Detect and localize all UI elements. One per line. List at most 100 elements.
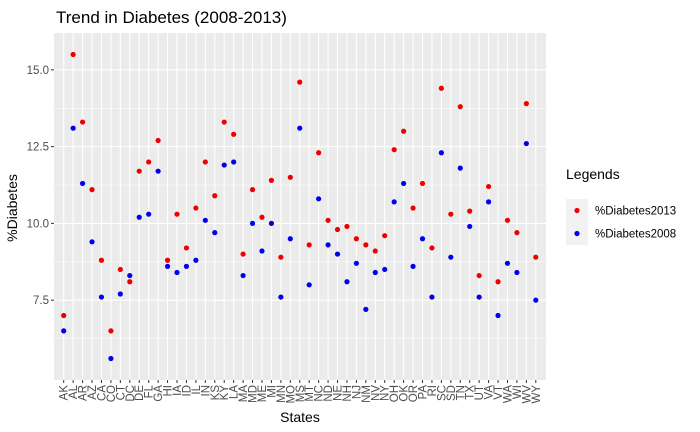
point-diabetes2008 bbox=[495, 312, 501, 319]
x-tick-label: IL bbox=[191, 384, 203, 394]
point-diabetes2013 bbox=[259, 214, 265, 220]
x-tick-label: KY bbox=[219, 385, 231, 401]
x-tick-label: VT bbox=[493, 385, 505, 400]
point-diabetes2013 bbox=[127, 279, 133, 285]
point-diabetes2008 bbox=[363, 306, 369, 312]
x-tick-label: DE bbox=[134, 385, 146, 401]
x-tick-label: CA bbox=[96, 385, 108, 401]
x-tick-label: WY bbox=[531, 385, 543, 404]
point-diabetes2008 bbox=[174, 269, 180, 276]
x-tick-label: HI bbox=[163, 385, 175, 397]
x-tick-label: CO bbox=[106, 385, 118, 402]
point-diabetes2013 bbox=[240, 251, 246, 257]
x-tick-label: GA bbox=[153, 385, 165, 402]
point-diabetes2008 bbox=[533, 297, 539, 303]
x-tick-label: VA bbox=[484, 385, 496, 400]
x-tick-label: WI bbox=[512, 385, 524, 399]
point-diabetes2008 bbox=[353, 260, 360, 266]
x-tick-label: KS bbox=[210, 385, 222, 401]
point-diabetes2013 bbox=[334, 226, 341, 233]
point-diabetes2008 bbox=[401, 180, 407, 187]
x-axis: AKALARAZCACOCTDCDEFLGAHIIAIDILINKSKYLAMA… bbox=[59, 380, 543, 404]
point-diabetes2008 bbox=[146, 211, 152, 217]
point-diabetes2008 bbox=[467, 223, 473, 230]
x-tick-label: AL bbox=[68, 384, 80, 399]
point-diabetes2008 bbox=[108, 355, 114, 362]
point-diabetes2013 bbox=[146, 159, 152, 165]
chart-title: Trend in Diabetes (2008-2013) bbox=[56, 8, 287, 27]
point-diabetes2008 bbox=[306, 282, 312, 288]
x-axis-title: States bbox=[280, 409, 320, 425]
point-diabetes2013 bbox=[533, 254, 539, 260]
x-tick-label: TN bbox=[455, 385, 467, 400]
y-tick-label: 15.0 bbox=[27, 65, 49, 77]
point-diabetes2013 bbox=[136, 168, 142, 174]
x-tick-label: NV bbox=[370, 385, 382, 401]
x-tick-label: NH bbox=[342, 385, 354, 402]
point-diabetes2013 bbox=[249, 187, 256, 193]
point-diabetes2008 bbox=[504, 260, 511, 266]
point-diabetes2008 bbox=[316, 196, 322, 202]
point-diabetes2008 bbox=[79, 180, 86, 187]
point-diabetes2008 bbox=[372, 269, 378, 276]
y-tick-label: 10.0 bbox=[27, 218, 49, 230]
x-tick-label: ID bbox=[181, 385, 193, 397]
point-diabetes2013 bbox=[325, 217, 331, 223]
x-tick-label: OK bbox=[399, 385, 411, 402]
x-tick-label: DC bbox=[125, 385, 137, 402]
point-diabetes2008 bbox=[231, 159, 237, 165]
x-tick-label: MO bbox=[285, 385, 297, 404]
point-diabetes2013 bbox=[467, 208, 473, 214]
point-diabetes2013 bbox=[231, 131, 237, 137]
point-diabetes2008 bbox=[259, 248, 265, 254]
grid-lines bbox=[54, 33, 546, 380]
x-tick-label: IA bbox=[172, 385, 184, 396]
point-diabetes2008 bbox=[382, 266, 388, 273]
y-axis-title: %Diabetes bbox=[4, 174, 20, 242]
point-diabetes2013 bbox=[70, 51, 76, 58]
point-diabetes2013 bbox=[212, 193, 218, 199]
point-diabetes2008 bbox=[344, 279, 350, 285]
point-diabetes2008 bbox=[136, 214, 142, 220]
point-diabetes2008 bbox=[249, 220, 256, 226]
y-tick-label: 12.5 bbox=[27, 142, 49, 154]
x-tick-label: CT bbox=[115, 385, 127, 400]
point-diabetes2013 bbox=[61, 312, 67, 319]
x-tick-label: PA bbox=[417, 385, 429, 400]
point-diabetes2013 bbox=[457, 104, 463, 110]
x-tick-label: NJ bbox=[351, 385, 363, 399]
data-points bbox=[61, 51, 539, 362]
x-tick-label: RI bbox=[427, 385, 439, 397]
point-diabetes2008 bbox=[391, 199, 397, 205]
x-tick-label: SD bbox=[446, 385, 458, 401]
point-diabetes2008 bbox=[240, 272, 246, 279]
x-tick-label: NY bbox=[380, 385, 392, 401]
point-diabetes2008 bbox=[70, 125, 76, 131]
point-diabetes2008 bbox=[410, 263, 416, 269]
point-diabetes2013 bbox=[89, 187, 95, 193]
point-diabetes2008 bbox=[523, 140, 529, 147]
point-diabetes2013 bbox=[306, 242, 312, 248]
point-diabetes2013 bbox=[344, 223, 350, 230]
point-diabetes2013 bbox=[221, 119, 227, 125]
x-tick-label: TX bbox=[465, 385, 477, 400]
point-diabetes2008 bbox=[117, 291, 123, 297]
x-tick-label: LA bbox=[229, 385, 241, 399]
point-diabetes2013 bbox=[419, 180, 426, 187]
point-diabetes2013 bbox=[268, 177, 275, 183]
x-tick-label: MS bbox=[295, 385, 307, 403]
point-diabetes2008 bbox=[193, 257, 199, 263]
legend-swatch bbox=[574, 230, 580, 237]
point-diabetes2013 bbox=[316, 150, 322, 156]
x-tick-label: MI bbox=[266, 385, 278, 398]
point-diabetes2008 bbox=[457, 165, 463, 171]
point-diabetes2013 bbox=[108, 328, 114, 334]
legend-label: %Diabetes2008 bbox=[595, 229, 676, 241]
point-diabetes2013 bbox=[98, 257, 105, 263]
x-tick-label: AK bbox=[59, 385, 71, 401]
x-tick-label: MD bbox=[248, 385, 260, 403]
point-diabetes2008 bbox=[202, 217, 208, 223]
point-diabetes2013 bbox=[495, 279, 501, 285]
point-diabetes2008 bbox=[278, 294, 284, 300]
point-diabetes2013 bbox=[514, 230, 520, 236]
